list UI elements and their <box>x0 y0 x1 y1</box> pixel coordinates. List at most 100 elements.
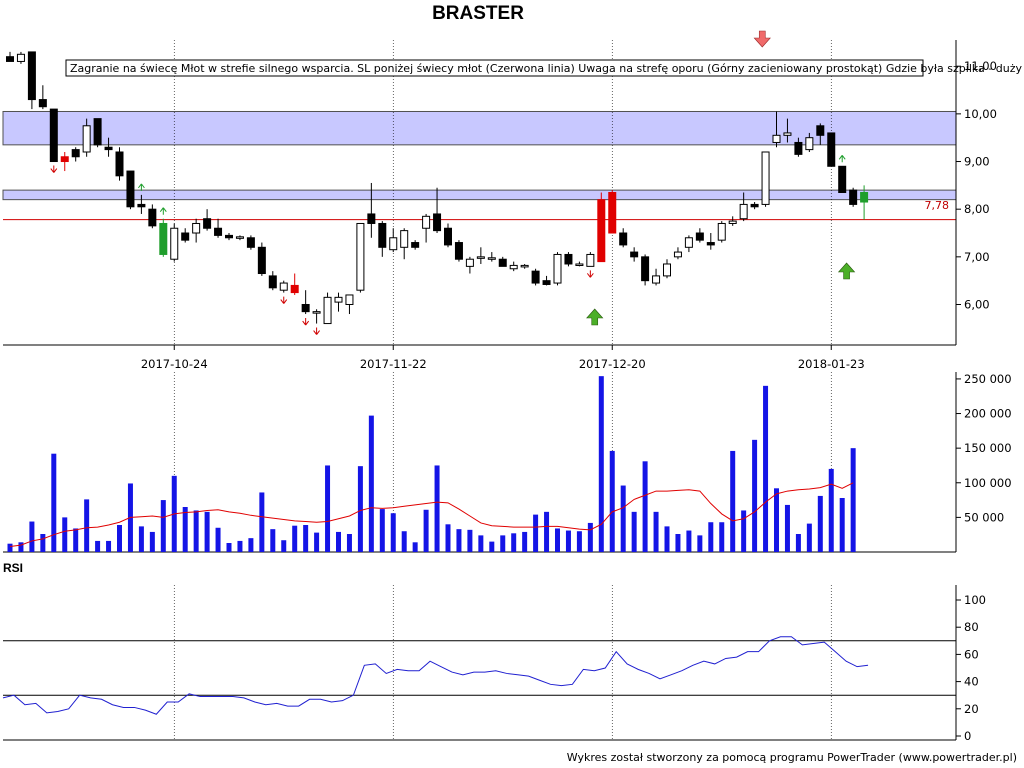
volume-bar <box>270 529 276 552</box>
buy-signal-arrow <box>838 154 846 163</box>
price-tick-label: 7,00 <box>964 250 990 264</box>
candle <box>60 151 69 172</box>
candle <box>717 221 726 243</box>
candle <box>170 223 179 262</box>
candle <box>279 280 288 293</box>
volume-bar <box>281 540 287 552</box>
candle <box>739 192 748 222</box>
volume-bar <box>73 528 79 552</box>
volume-bar <box>51 453 57 552</box>
date-tick-label: 2018-01-23 <box>798 357 865 371</box>
volume-bar <box>806 523 812 552</box>
candle <box>6 51 14 62</box>
volume-bar <box>697 535 703 552</box>
candle <box>575 261 584 267</box>
candle-body <box>148 208 157 227</box>
candle-body <box>290 284 299 294</box>
candle <box>805 132 814 152</box>
volume-bar <box>565 530 571 552</box>
candle <box>367 182 376 238</box>
candle-body <box>345 294 354 305</box>
candle-body <box>608 192 617 234</box>
candle-body <box>214 227 223 236</box>
volume-bar <box>467 529 473 552</box>
volume-bar <box>204 511 210 552</box>
candle <box>411 240 420 250</box>
candle <box>498 256 507 267</box>
volume-bar <box>248 538 254 552</box>
buy-signal-arrow <box>159 207 167 215</box>
candle <box>684 235 693 253</box>
candle <box>257 242 266 276</box>
volume-tick-label: 250 000 <box>964 372 1012 386</box>
candle-body <box>476 256 485 259</box>
rsi-tick-label: 80 <box>964 620 979 634</box>
volume-bar <box>609 450 615 552</box>
volume-bar <box>763 385 769 552</box>
annotation-box: Zagranie na świecę Młot w strefie silneg… <box>65 59 1024 77</box>
candle-body <box>389 237 398 251</box>
volume-bar <box>325 465 331 552</box>
volume-tick-label: 150 000 <box>964 441 1012 455</box>
candle-body <box>772 134 781 143</box>
volume-bar <box>368 415 374 552</box>
candle-body <box>597 199 606 263</box>
volume-bar <box>576 531 582 552</box>
candle <box>148 204 157 229</box>
candle <box>38 85 47 110</box>
rsi-label: RSI <box>3 561 23 575</box>
candle <box>772 111 781 148</box>
candle-body <box>137 203 146 208</box>
candle-body <box>411 242 420 248</box>
volume-bar <box>7 543 13 552</box>
candle-body <box>60 156 69 163</box>
candle-body <box>553 253 562 284</box>
volume-bar <box>500 535 506 552</box>
big-buy-arrow-icon <box>586 308 604 326</box>
candle <box>16 51 25 64</box>
candle <box>356 222 365 293</box>
candle <box>673 247 682 260</box>
volume-bar <box>489 541 495 552</box>
candle <box>334 292 343 312</box>
candle-body <box>49 108 58 163</box>
candle-body <box>115 151 124 177</box>
candle <box>849 187 858 207</box>
candle <box>706 233 715 250</box>
volume-tick-label: 50 000 <box>964 510 1004 524</box>
candle <box>476 247 485 264</box>
candle-body <box>444 227 452 246</box>
volume-average-line <box>9 482 854 547</box>
candle-body <box>27 51 36 101</box>
big-buy-arrow-icon <box>837 262 856 280</box>
candle-body <box>323 296 332 325</box>
support-zone <box>2 189 957 201</box>
rsi-tick-label: 60 <box>964 647 979 661</box>
volume-bar <box>106 540 112 552</box>
candle <box>203 209 212 231</box>
candle-body <box>433 213 442 232</box>
sell-signal-arrow <box>586 270 594 278</box>
candle-body <box>268 275 277 289</box>
volume-bar <box>533 514 539 552</box>
candle-body <box>93 118 102 146</box>
candle-body <box>279 282 288 291</box>
candle-body <box>225 234 233 239</box>
volume-bar <box>664 526 670 552</box>
volume-bar <box>390 513 396 552</box>
volume-bar <box>719 522 725 552</box>
candle-body <box>619 232 628 246</box>
candle-body <box>794 141 803 155</box>
date-tick-label: 2017-10-24 <box>141 357 208 371</box>
volume-bar <box>839 498 845 552</box>
volume-bar <box>795 534 801 552</box>
volume-bar <box>160 500 166 552</box>
candle <box>564 252 573 267</box>
candle <box>49 108 58 163</box>
volume-bar <box>784 504 790 552</box>
volume-bar <box>346 534 352 552</box>
candle <box>465 256 474 274</box>
candle <box>126 170 135 210</box>
rsi-tick-label: 0 <box>964 729 971 743</box>
